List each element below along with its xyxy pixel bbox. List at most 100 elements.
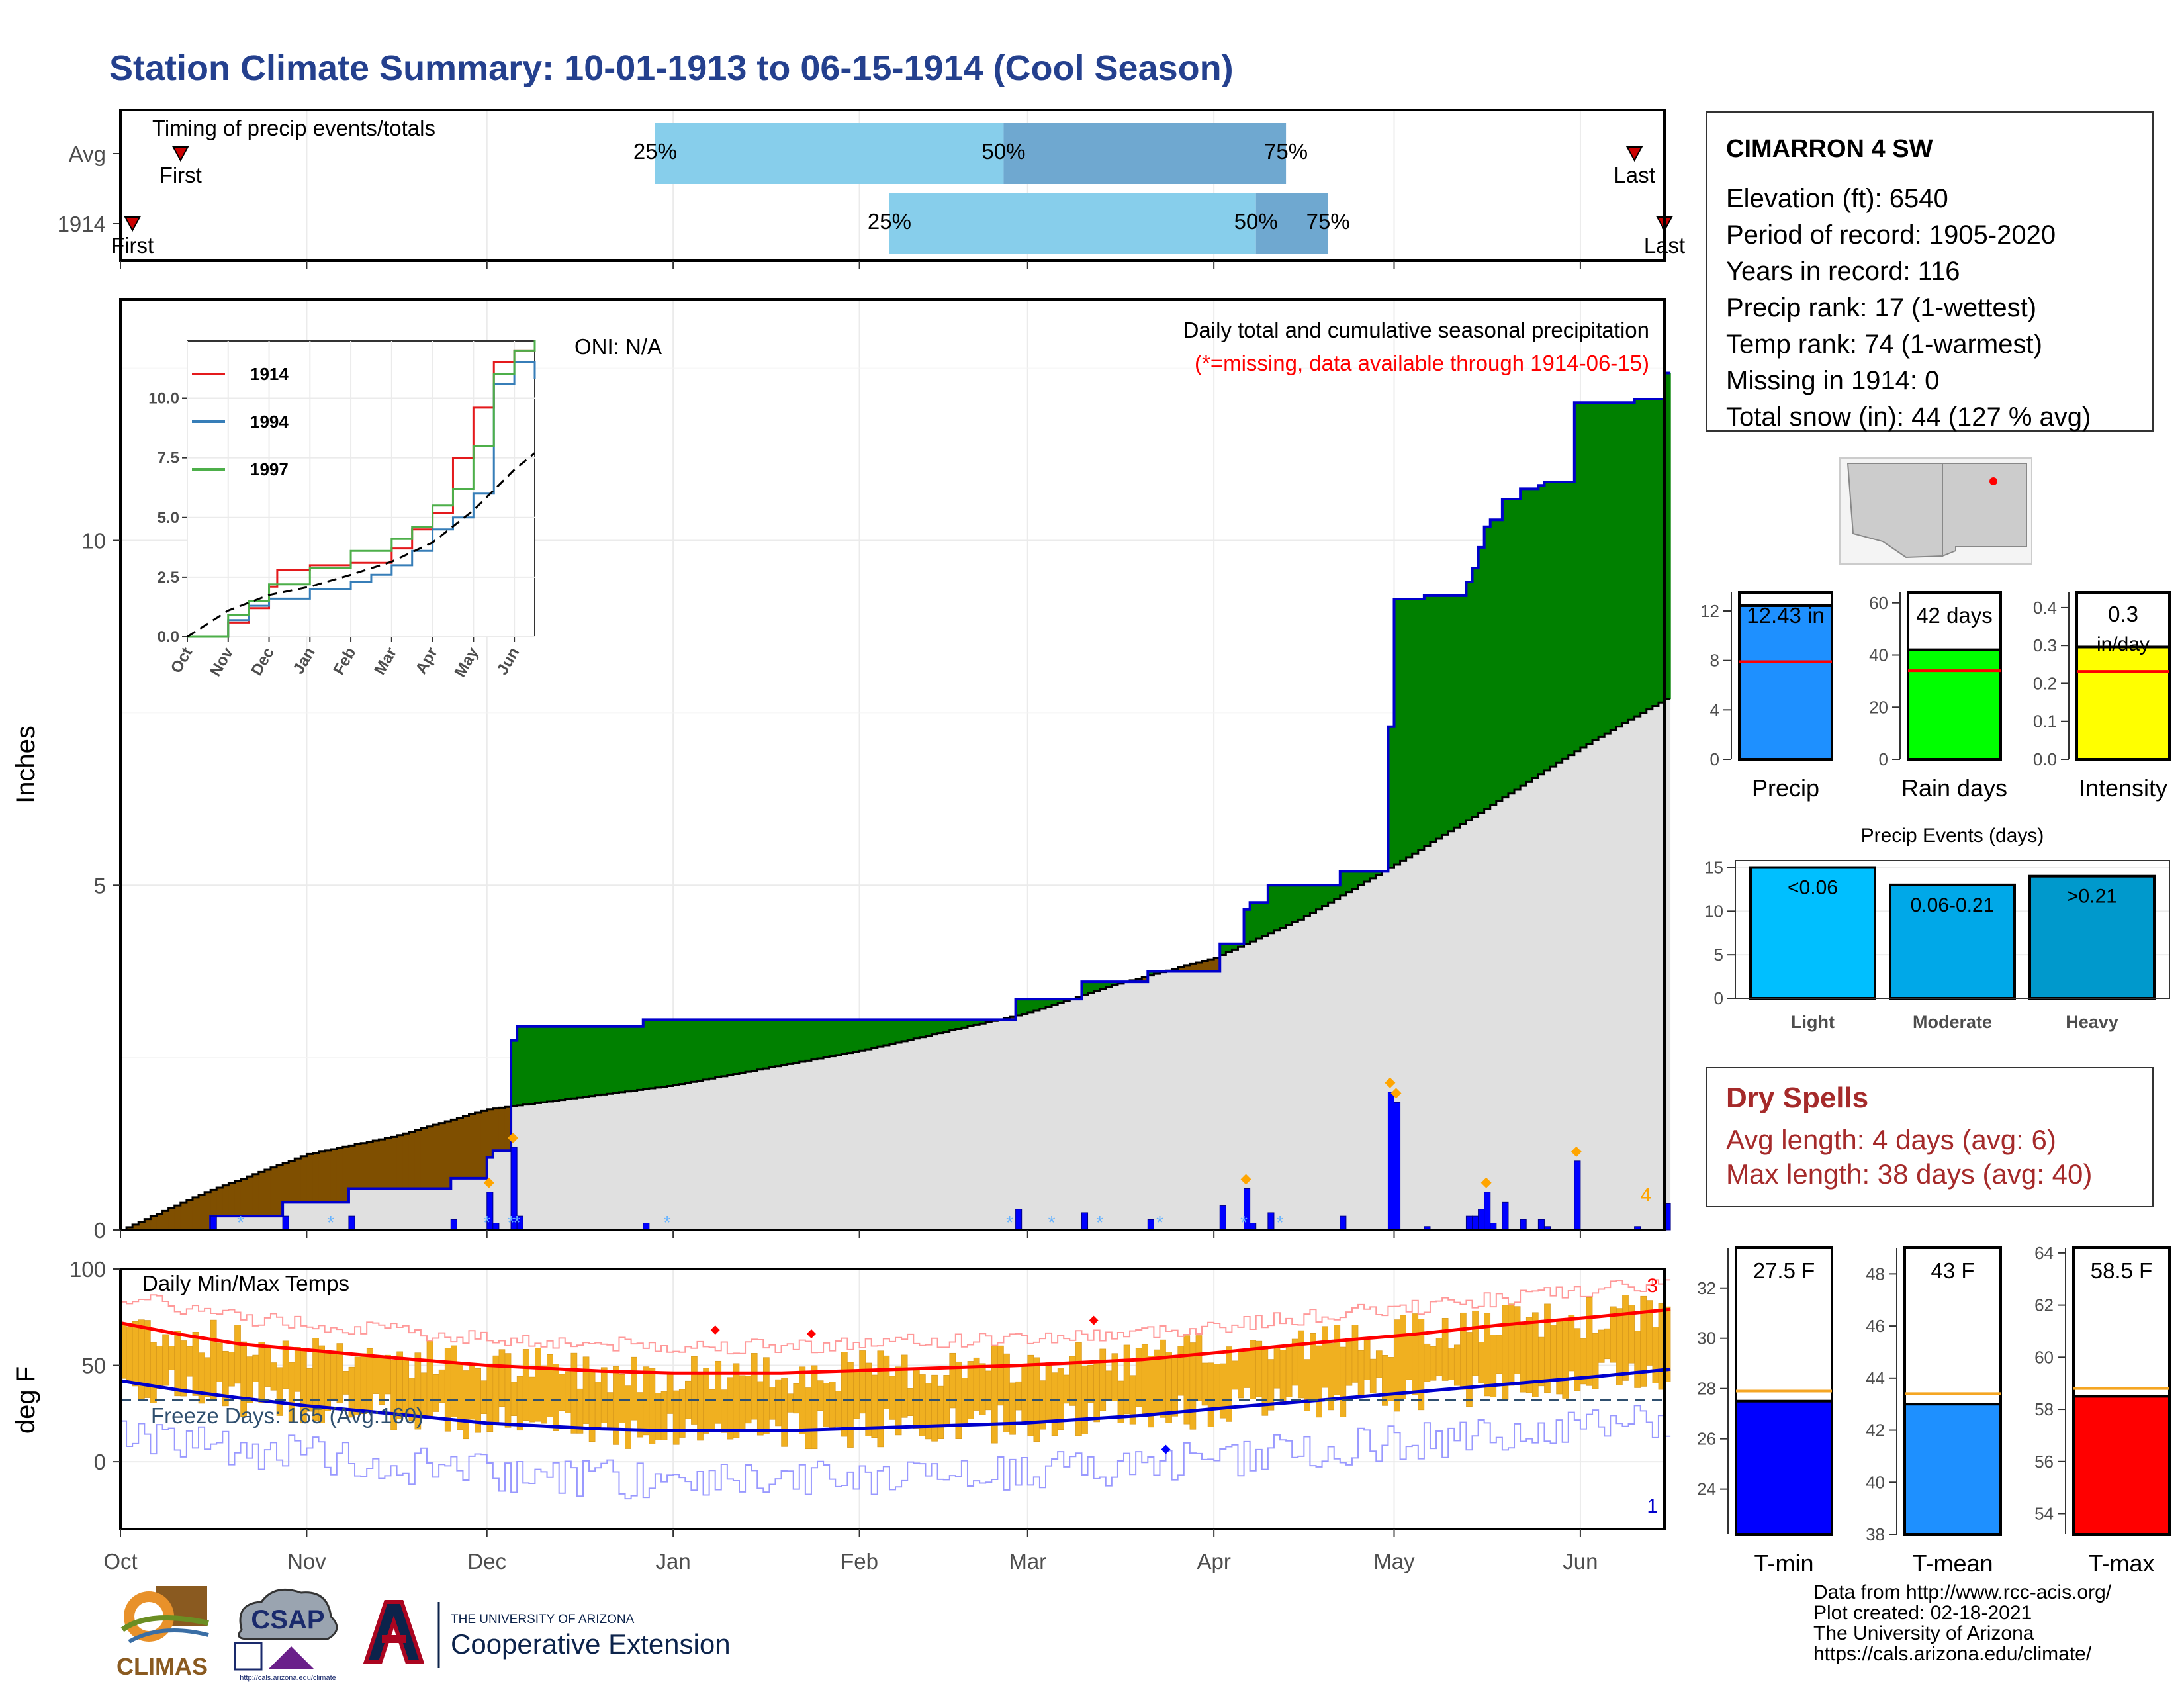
below-average-fill <box>277 1165 283 1217</box>
daily-temp-bar <box>1430 1346 1437 1381</box>
above-average-fill <box>1021 999 1028 1014</box>
daily-temp-bar <box>631 1356 637 1421</box>
timing-p25-label: 25% <box>868 209 911 234</box>
below-average-fill <box>1189 964 1197 972</box>
x-tick-label: Nov <box>287 1549 326 1573</box>
daily-temp-bar <box>180 1340 187 1397</box>
daily-temp-bar <box>1453 1344 1461 1386</box>
daily-temp-bar <box>1447 1348 1455 1380</box>
inset-legend-label: 1994 <box>250 412 289 432</box>
daily-temp-bar <box>931 1374 938 1442</box>
inset-legend-label: 1997 <box>250 459 289 479</box>
above-average-fill <box>1370 871 1377 878</box>
temp-stat-1-y-tick-label: 48 <box>1866 1264 1885 1284</box>
x-tick-label: Dec <box>467 1549 506 1573</box>
above-average-fill <box>1664 373 1671 700</box>
daily-temp-bar <box>330 1354 338 1399</box>
daily-precip-bar <box>1574 1160 1581 1231</box>
below-average-fill <box>318 1151 326 1203</box>
below-average-fill <box>306 1154 314 1203</box>
station-precip-rank: Precip rank: 17 (1-wettest) <box>1726 293 2037 322</box>
daily-precip-bar <box>282 1215 289 1231</box>
daily-temp-bar <box>582 1356 590 1424</box>
temp-y-tick-label: 50 <box>81 1354 106 1378</box>
daily-temp-bar <box>829 1382 836 1431</box>
events-y-tick-label: 15 <box>1704 858 1723 878</box>
stat-2-y-tick-label: 0.3 <box>2033 635 2057 655</box>
timing-bar-50-75 <box>1003 123 1287 184</box>
daily-precip-bar <box>1081 1212 1089 1231</box>
below-average-fill <box>475 1112 482 1178</box>
above-average-fill <box>931 1019 938 1035</box>
daily-temp-bar <box>1435 1338 1443 1376</box>
daily-temp-bar <box>1574 1328 1581 1391</box>
daily-temp-bar <box>1568 1315 1575 1372</box>
snow-marker: * <box>327 1212 334 1233</box>
daily-temp-bar <box>1273 1346 1281 1389</box>
above-average-fill <box>1351 871 1359 889</box>
daily-temp-bar <box>553 1364 559 1431</box>
cumulative-1914-line <box>120 371 1671 1231</box>
above-average-fill <box>1027 999 1034 1013</box>
above-average-fill <box>1634 399 1641 717</box>
above-average-fill <box>529 1026 535 1104</box>
daily-temp-bar <box>1466 1332 1473 1407</box>
csap-logo-graphic: CSAP http://cals.arizona.edu/climate <box>234 1588 338 1682</box>
above-average-fill <box>1502 499 1509 798</box>
daily-temp-bar <box>811 1365 818 1450</box>
events-frame <box>1735 860 2170 999</box>
daily-temp-bar <box>967 1361 974 1419</box>
above-average-fill <box>523 1026 529 1105</box>
daily-precip-bar <box>1219 1205 1226 1231</box>
daily-precip-bar <box>1147 1219 1154 1231</box>
temp-stat-2-label: T-max <box>2088 1550 2154 1577</box>
daily-temp-bar <box>1478 1342 1484 1383</box>
x-axis: Oct Nov Dec Jan Feb Mar Apr May Jun <box>103 1230 1598 1573</box>
daily-temp-bar <box>1051 1372 1058 1436</box>
daily-temp-bar <box>607 1392 614 1430</box>
stat-1-value-label: 42 days <box>1916 603 1993 628</box>
temp-stat-0-y-tick-label: 32 <box>1697 1278 1716 1298</box>
daily-temp-bar <box>463 1370 469 1440</box>
snow-marker: * <box>483 1212 490 1233</box>
csap-logo-text: CSAP <box>251 1605 324 1634</box>
daily-temp-bar <box>751 1353 758 1420</box>
climas-logo-text: CLIMAS <box>116 1653 208 1680</box>
above-average-fill <box>1598 402 1605 737</box>
below-average-fill <box>426 1126 433 1189</box>
below-average-fill <box>174 1205 181 1230</box>
avg-cumulative-fill <box>120 699 1671 1230</box>
below-average-fill <box>379 1139 386 1189</box>
above-average-fill <box>1586 402 1593 744</box>
daily-temp-bar <box>198 1352 205 1404</box>
above-average-fill <box>1466 582 1473 821</box>
above-average-fill <box>1376 871 1383 875</box>
record-precip-marker <box>1480 1177 1492 1188</box>
temp-stat-2-y-tick-label: 60 <box>2034 1347 2054 1367</box>
above-average-fill <box>1484 526 1491 810</box>
temp-stat-2-y-tick-label: 58 <box>2034 1399 2054 1419</box>
daily-precip-bar <box>210 1215 217 1231</box>
above-average-fill <box>691 1019 698 1082</box>
x-tick-label: Apr <box>1197 1549 1230 1573</box>
timing-p50-label: 50% <box>981 139 1025 164</box>
daily-temp-bar <box>1345 1340 1353 1386</box>
above-average-fill <box>1267 885 1275 933</box>
above-average-fill <box>895 1019 902 1043</box>
below-average-fill <box>1136 978 1142 982</box>
daily-temp-bar <box>294 1347 301 1392</box>
daily-temp-bar <box>480 1380 488 1414</box>
above-average-fill <box>643 1019 650 1090</box>
below-average-fill <box>1009 1017 1017 1020</box>
daily-temp-bar <box>1238 1351 1244 1399</box>
stat-2-label: Intensity <box>2079 774 2167 802</box>
daily-temp-bar <box>246 1356 253 1403</box>
daily-temp-bar <box>264 1348 271 1387</box>
daily-temp-bar <box>252 1354 259 1382</box>
daily-temp-bar <box>1400 1315 1406 1399</box>
above-average-fill <box>883 1019 890 1046</box>
daily-temp-bar <box>565 1371 572 1413</box>
below-average-fill <box>258 1172 265 1217</box>
precip-frame <box>119 298 1666 1231</box>
